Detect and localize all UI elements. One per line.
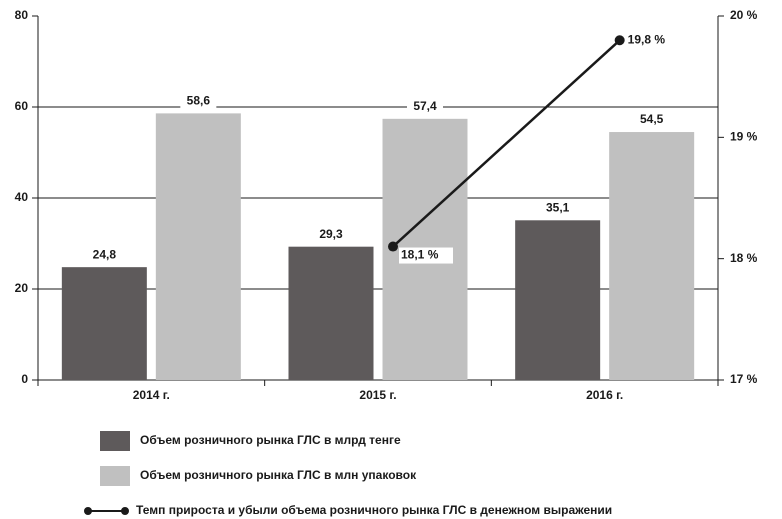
data-label: 57,4 xyxy=(413,99,437,113)
bar xyxy=(155,113,241,381)
legend-swatch xyxy=(100,431,130,451)
y-tick-label: 40 xyxy=(15,190,29,204)
bar xyxy=(61,267,147,380)
y-tick-label: 80 xyxy=(15,8,29,22)
data-label: 54,5 xyxy=(640,112,664,126)
data-label: 24,8 xyxy=(93,247,117,261)
data-label: 29,3 xyxy=(319,227,343,241)
data-label: 58,6 xyxy=(187,94,211,108)
data-label: 19,8 % xyxy=(628,32,666,46)
y-tick-label: 20 xyxy=(15,281,29,295)
y2-tick-label: 17 % xyxy=(730,372,758,386)
legend-dot xyxy=(121,507,129,515)
line-point xyxy=(388,241,398,252)
legend-label: Объем розничного рынка ГЛС в млрд тенге xyxy=(140,433,401,447)
label-bg xyxy=(180,93,217,110)
legend-swatch xyxy=(100,466,130,486)
label-bg xyxy=(539,200,576,217)
bar xyxy=(288,246,374,380)
y2-tick-label: 19 % xyxy=(730,130,758,144)
y-tick-label: 0 xyxy=(21,372,28,386)
label-bg xyxy=(313,226,349,243)
x-tick-label: 2016 г. xyxy=(586,388,623,402)
x-tick-label: 2015 г. xyxy=(359,388,396,402)
y-tick-label: 60 xyxy=(15,99,29,113)
label-bg xyxy=(86,247,123,264)
data-label: 18,1 % xyxy=(401,248,439,262)
legend-label: Темп прироста и убыли объема розничного … xyxy=(136,503,612,517)
legend-label: Объем розничного рынка ГЛС в млн упаково… xyxy=(140,468,417,482)
y2-tick-label: 18 % xyxy=(730,251,758,265)
x-tick-label: 2014 г. xyxy=(133,388,170,402)
legend-dot xyxy=(84,507,92,515)
bar xyxy=(515,220,601,380)
bar xyxy=(609,132,695,380)
label-bg xyxy=(407,98,443,115)
label-bg xyxy=(399,247,453,264)
y2-tick-label: 20 % xyxy=(730,8,758,22)
label-bg xyxy=(625,32,680,49)
data-label: 35,1 xyxy=(546,200,570,214)
label-bg xyxy=(633,112,670,129)
line-point xyxy=(614,35,625,46)
line xyxy=(392,39,621,248)
